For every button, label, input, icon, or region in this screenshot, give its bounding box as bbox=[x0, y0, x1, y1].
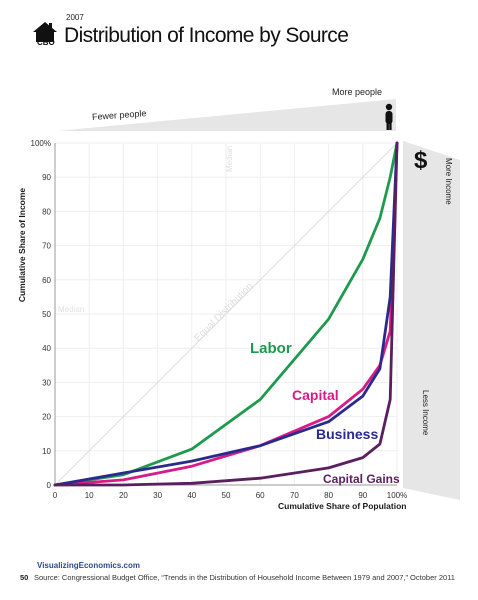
y-tick-label: 60 bbox=[42, 276, 51, 285]
income-wedge bbox=[403, 141, 460, 500]
dollar-icon: $ bbox=[414, 147, 428, 174]
x-tick-label: 70 bbox=[290, 491, 299, 500]
x-axis-label: Cumulative Share of Population bbox=[278, 501, 407, 511]
series-line-business bbox=[53, 141, 399, 487]
y-tick-label: 50 bbox=[42, 310, 51, 319]
x-tick-label: 100% bbox=[387, 491, 407, 500]
x-tick-label: 30 bbox=[153, 491, 162, 500]
equal-distribution-label: Equal Distribution bbox=[192, 281, 255, 344]
chart-title: Distribution of Income by Source bbox=[64, 24, 349, 47]
x-tick-label: 50 bbox=[222, 491, 231, 500]
logo-text: CBO bbox=[37, 38, 55, 47]
x-tick-label: 80 bbox=[324, 491, 333, 500]
more-people-label: More people bbox=[332, 87, 383, 97]
grid bbox=[54, 142, 398, 486]
y-axis-label: Cumulative Share of Income bbox=[17, 187, 27, 303]
page-number: 50 bbox=[20, 573, 29, 582]
x-tick-label: 0 bbox=[53, 491, 58, 500]
series-line-labor bbox=[53, 141, 399, 487]
series-line-capital bbox=[53, 141, 399, 487]
less-income-label: Less Income bbox=[421, 390, 430, 436]
x-tick-label: 40 bbox=[187, 491, 196, 500]
y-tick-label: 70 bbox=[42, 242, 51, 251]
x-tick-label: 20 bbox=[119, 491, 128, 500]
y-tick-label: 100% bbox=[31, 139, 51, 148]
x-tick-label: 10 bbox=[85, 491, 94, 500]
y-tick-label: 80 bbox=[42, 207, 51, 216]
year-label: 2007 bbox=[66, 13, 84, 22]
x-tick-label: 60 bbox=[256, 491, 265, 500]
y-tick-label: 90 bbox=[42, 173, 51, 182]
person-icon bbox=[385, 103, 393, 130]
series-lines bbox=[53, 141, 399, 487]
series-label-labor: Labor bbox=[250, 340, 292, 357]
more-income-label: More Income bbox=[444, 158, 453, 205]
population-wedge bbox=[57, 99, 396, 131]
x-tick-label: 90 bbox=[358, 491, 367, 500]
series-label-business: Business bbox=[316, 426, 378, 442]
median-label-vertical: Median bbox=[225, 146, 234, 172]
y-tick-label: 10 bbox=[42, 447, 51, 456]
equal-distribution-line bbox=[54, 142, 398, 486]
y-tick-label: 40 bbox=[42, 344, 51, 353]
series-line-capital-gains bbox=[53, 141, 399, 487]
house-logo-icon bbox=[33, 22, 57, 42]
y-tick-label: 20 bbox=[42, 413, 51, 422]
median-label-horizontal: Median bbox=[58, 305, 84, 314]
source-note: Source: Congressional Budget Office, “Tr… bbox=[34, 573, 455, 582]
y-tick-label: 0 bbox=[47, 481, 52, 490]
footer-brand: VisualizingEconomics.com bbox=[37, 561, 140, 570]
series-label-capital-gains: Capital Gains bbox=[323, 472, 400, 486]
y-tick-label: 30 bbox=[42, 378, 51, 387]
series-label-capital: Capital bbox=[292, 387, 339, 403]
axis-ticks: 0 10 20 30 40 50 60 70 80 90 100% 0 10 20 30 40 50 60 70 80… bbox=[31, 139, 408, 500]
